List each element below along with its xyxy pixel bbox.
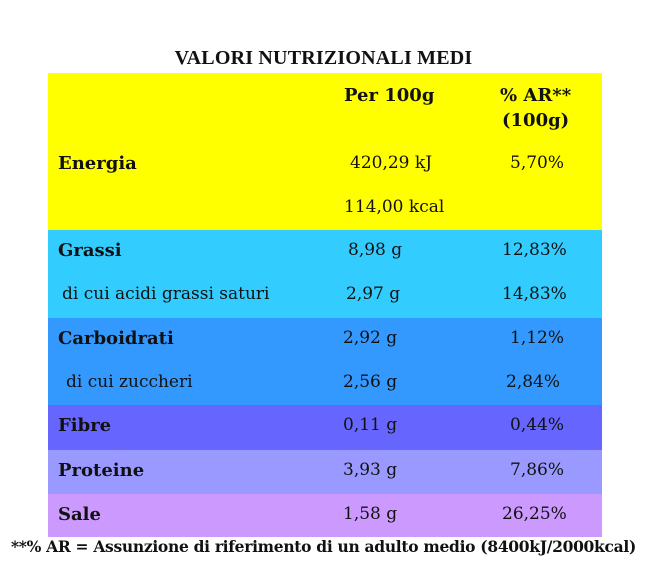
protein-value: 3,93 g <box>343 460 398 480</box>
carbs-value: 2,92 g <box>343 328 398 348</box>
carbs-ar: 1,12% <box>510 328 565 348</box>
energy-band: Per 100g % AR** (100g) Energia 420,29 kJ… <box>48 73 602 230</box>
row-label-sugars: di cui zuccheri <box>66 372 193 392</box>
salt-ar: 26,25% <box>502 504 567 524</box>
protein-ar: 7,86% <box>510 460 565 480</box>
header-ar-line1: % AR** <box>500 85 572 106</box>
row-label-carbs: Carboidrati <box>58 328 174 349</box>
protein-band: Proteine 3,93 g 7,86% <box>48 450 602 494</box>
fibre-value: 0,11 g <box>343 415 398 435</box>
nutrition-table: Per 100g % AR** (100g) Energia 420,29 kJ… <box>48 73 602 537</box>
saturated-value: 2,97 g <box>346 284 401 304</box>
salt-value: 1,58 g <box>343 504 398 524</box>
energy-value-kj: 420,29 kJ <box>350 153 433 173</box>
fibre-band: Fibre 0,11 g 0,44% <box>48 405 602 450</box>
sugars-value: 2,56 g <box>343 372 398 392</box>
row-label-fibre: Fibre <box>58 415 112 436</box>
fat-band: Grassi 8,98 g 12,83% di cui acidi grassi… <box>48 230 602 318</box>
row-label-energy: Energia <box>58 153 137 174</box>
footnote: **% AR = Assunzione di riferimento di un… <box>11 537 636 556</box>
energy-ar: 5,70% <box>510 153 565 173</box>
fat-ar: 12,83% <box>502 240 567 260</box>
header-per100g: Per 100g <box>344 85 435 106</box>
row-label-saturated: di cui acidi grassi saturi <box>62 284 270 304</box>
row-label-protein: Proteine <box>58 460 145 481</box>
fibre-ar: 0,44% <box>510 415 565 435</box>
header-ar-line2: (100g) <box>502 110 570 131</box>
salt-band: Sale 1,58 g 26,25% <box>48 494 602 537</box>
row-label-salt: Sale <box>58 504 101 525</box>
sugars-ar: 2,84% <box>506 372 561 392</box>
energy-value-kcal: 114,00 kcal <box>344 197 445 217</box>
fat-value: 8,98 g <box>348 240 403 260</box>
page-title: VALORI NUTRIZIONALI MEDI <box>174 47 473 69</box>
carb-band: Carboidrati 2,92 g 1,12% di cui zuccheri… <box>48 318 602 405</box>
saturated-ar: 14,83% <box>502 284 567 304</box>
row-label-fat: Grassi <box>58 240 122 261</box>
